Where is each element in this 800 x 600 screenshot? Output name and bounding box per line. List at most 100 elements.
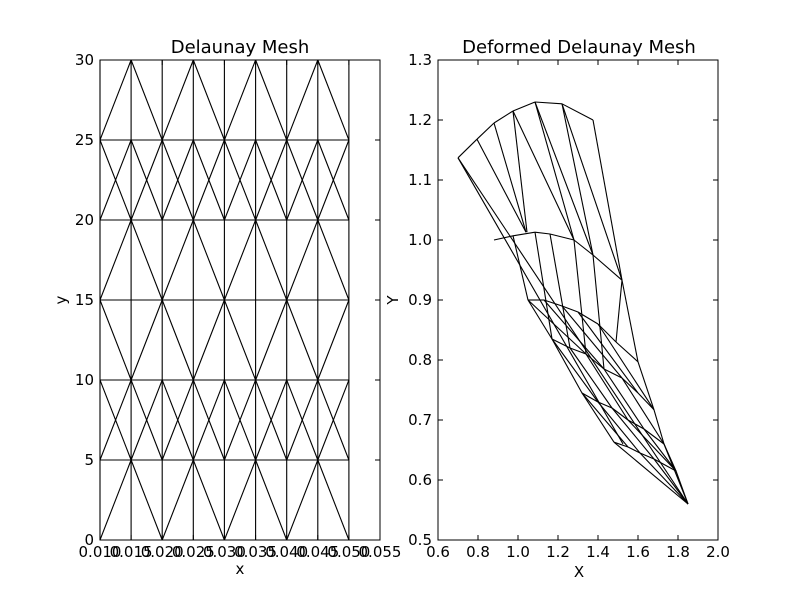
mesh-edge (99, 139, 132, 221)
mesh-edge (161, 219, 194, 301)
x-tick-label: 1.0 (506, 543, 530, 561)
mesh-edge (581, 392, 629, 448)
mesh-edge (255, 299, 288, 381)
mesh-edge (592, 254, 605, 370)
mesh-edge (653, 458, 689, 505)
mesh-edge (99, 59, 132, 141)
mesh-edge (99, 379, 132, 461)
y-tick-label: 0.7 (408, 411, 432, 429)
mesh-edges (457, 101, 689, 505)
y-tick-label: 0.5 (408, 531, 432, 549)
mesh-edge (561, 305, 579, 313)
mesh-edge (317, 139, 350, 221)
mesh-edge (223, 139, 257, 221)
x-tick-label: 0.015 (110, 543, 153, 561)
mesh-edge (603, 368, 623, 379)
mesh-edge (621, 377, 639, 394)
mesh-edge (637, 361, 655, 410)
mesh-edge (286, 59, 319, 141)
mesh-edge (561, 103, 594, 256)
mesh-edge (99, 219, 132, 301)
mesh-edge (551, 338, 599, 403)
y-tick-label: 1.1 (408, 171, 432, 189)
mesh-edge (161, 459, 194, 541)
mesh-edge (161, 139, 194, 221)
mesh-edge (569, 347, 613, 409)
x-tick-label: 0.010 (79, 543, 122, 561)
mesh-edge (130, 59, 163, 141)
mesh-edge (534, 101, 594, 256)
y-axis-label: y (52, 295, 70, 304)
mesh-edge (512, 101, 536, 112)
y-tick-label: 1.2 (408, 111, 432, 129)
mesh-edge (639, 452, 655, 460)
mesh-edge (457, 157, 689, 505)
mesh-edge (255, 379, 288, 461)
mesh-edge (223, 59, 257, 141)
mesh-edge (161, 379, 194, 461)
mesh-edge (534, 101, 575, 241)
mesh-edge (592, 119, 623, 281)
y-tick-label: 0.9 (408, 291, 432, 309)
mesh-edge (615, 341, 639, 363)
y-tick-label: 0 (84, 531, 94, 549)
mesh-edge (549, 233, 575, 241)
y-tick-label: 20 (75, 211, 94, 229)
mesh-edge (585, 353, 629, 421)
mesh-edge (223, 459, 257, 541)
mesh-edge (192, 139, 225, 221)
mesh-edge (130, 459, 163, 541)
x-tick-label: 0.045 (296, 543, 339, 561)
mesh-edge (493, 235, 514, 241)
mesh-edge (512, 231, 536, 237)
mesh-edge (627, 419, 677, 472)
mesh-edge (643, 428, 665, 445)
mesh-edge (99, 299, 132, 381)
plot-frame (437, 59, 719, 541)
mesh-edge (577, 311, 599, 325)
x-tick-label: 0.6 (426, 543, 450, 561)
x-tick-label: 0.040 (265, 543, 308, 561)
mesh-edge (581, 392, 615, 443)
mesh-edge (255, 459, 288, 541)
y-tick-label: 15 (75, 291, 94, 309)
mesh-edge (603, 368, 645, 430)
mesh-edge (615, 280, 623, 343)
mesh-edge (255, 59, 288, 141)
mesh-edge (561, 103, 594, 121)
mesh-edge (130, 379, 163, 461)
mesh-edge (476, 138, 527, 233)
mesh-edge (255, 219, 288, 301)
x-tick-label: 0.055 (359, 543, 402, 561)
mesh-edge (611, 407, 655, 460)
x-axis-label: X (574, 563, 584, 581)
y-tick-label: 10 (75, 371, 94, 389)
mesh-edge (627, 446, 641, 454)
x-tick-label: 0.050 (327, 543, 370, 561)
mesh-edge (457, 157, 624, 445)
mesh-edge (527, 299, 553, 340)
mesh-edge (223, 379, 257, 461)
mesh-edge (317, 459, 350, 541)
mesh-edge (286, 219, 319, 301)
mesh-edge (192, 219, 225, 301)
y-tick-label: 0.8 (408, 351, 432, 369)
x-tick-label: 1.8 (666, 543, 690, 561)
x-tick-label: 0.035 (234, 543, 277, 561)
mesh-edge (286, 379, 319, 461)
mesh-edge (534, 232, 553, 340)
mesh-edge (512, 110, 528, 233)
mesh-edge (597, 401, 641, 454)
mesh-edge (551, 338, 571, 349)
x-tick-label: 1.4 (586, 543, 610, 561)
mesh-edge (639, 452, 689, 505)
mesh-edge (611, 407, 629, 421)
mesh-edge (130, 219, 163, 301)
mesh-edge (663, 443, 689, 505)
mesh-edge (581, 392, 599, 403)
y-tick-label: 30 (75, 51, 94, 69)
mesh-edge (476, 122, 495, 140)
mesh-edge (223, 219, 257, 301)
y-tick-label: 0.6 (408, 471, 432, 489)
